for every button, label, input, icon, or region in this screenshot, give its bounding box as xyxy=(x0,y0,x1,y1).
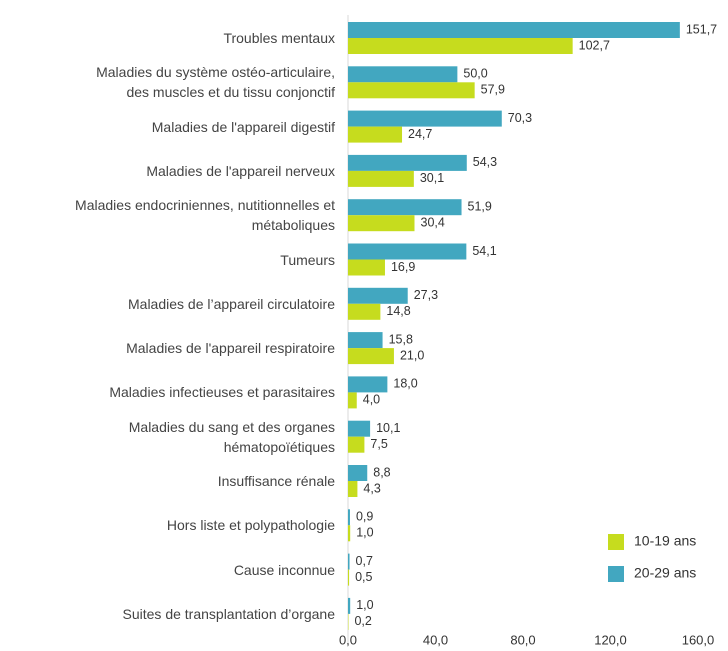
value-label: 18,0 xyxy=(393,377,417,391)
bar xyxy=(348,465,368,481)
x-tick-label: 40,0 xyxy=(423,632,448,647)
bar xyxy=(348,199,462,216)
value-label: 102,7 xyxy=(579,38,610,52)
category-label: Maladies du sang et des organes hématopo… xyxy=(128,418,335,455)
value-label: 0,9 xyxy=(356,510,373,524)
bar xyxy=(348,332,383,349)
bar xyxy=(348,82,475,99)
legend-swatch xyxy=(608,566,624,582)
value-label: 10,1 xyxy=(376,421,400,435)
category-label: Maladies infectieuses et parasitaires xyxy=(109,384,335,401)
value-label: 15,8 xyxy=(389,332,413,346)
category-label: Insuffisance rénale xyxy=(217,473,335,489)
bar xyxy=(348,481,358,497)
value-label: 30,4 xyxy=(421,215,445,229)
category-label: Cause inconnue xyxy=(233,561,335,578)
bar xyxy=(348,303,381,320)
category-label: Tumeurs xyxy=(280,251,335,268)
x-tick-label: 120,0 xyxy=(594,632,627,647)
value-label: 151,7 xyxy=(686,22,717,36)
bar xyxy=(348,243,467,260)
category-label: Troubles mentaux xyxy=(223,30,335,46)
value-label: 0,7 xyxy=(356,554,373,568)
category-label: Maladies du système ostéo-articulaire, d… xyxy=(96,64,335,101)
value-label: 4,0 xyxy=(363,393,380,407)
value-label: 30,1 xyxy=(420,171,444,185)
value-label: 21,0 xyxy=(400,348,424,362)
bar xyxy=(348,569,350,586)
bar xyxy=(348,38,573,54)
value-label: 57,9 xyxy=(481,83,505,97)
bar xyxy=(348,509,350,526)
legend-swatch xyxy=(608,534,624,550)
value-label: 70,3 xyxy=(508,111,532,125)
x-tick-label: 160,0 xyxy=(682,632,715,647)
value-label: 54,1 xyxy=(472,244,496,258)
x-tick-label: 0,0 xyxy=(339,632,357,647)
value-label: 0,2 xyxy=(354,614,371,628)
bar xyxy=(348,525,351,542)
value-label: 1,0 xyxy=(356,598,373,612)
category-label: Maladies de l'appareil nerveux xyxy=(146,162,335,179)
bar xyxy=(348,376,388,393)
bar xyxy=(348,420,371,437)
bar xyxy=(348,154,467,171)
bar xyxy=(348,348,394,365)
value-label: 14,8 xyxy=(386,304,410,318)
value-label: 54,3 xyxy=(473,155,497,169)
bar xyxy=(348,436,365,453)
bar xyxy=(348,392,357,409)
bar xyxy=(348,170,414,187)
category-label: Suites de transplantation d’organe xyxy=(122,605,335,622)
category-label: Maladies de l'appareil digestif xyxy=(151,118,335,135)
value-label: 27,3 xyxy=(414,288,438,302)
value-label: 51,9 xyxy=(468,199,492,213)
bar xyxy=(348,553,350,570)
bar xyxy=(348,126,403,143)
bar xyxy=(348,22,680,38)
value-label: 4,3 xyxy=(363,481,380,495)
bar xyxy=(348,597,351,614)
bar xyxy=(348,110,502,127)
legend-label: 20-29 ans xyxy=(634,565,696,581)
bar xyxy=(348,287,408,304)
bar xyxy=(348,259,385,276)
x-tick-label: 80,0 xyxy=(510,632,535,647)
bar xyxy=(348,215,415,232)
category-label: Maladies de l’appareil circulatoire xyxy=(128,295,335,312)
value-label: 16,9 xyxy=(391,260,415,274)
category-label: Hors liste et polypathologie xyxy=(166,517,335,534)
category-label: Maladies endocriniennes, nutitionnelles … xyxy=(75,197,335,234)
bar xyxy=(348,66,458,83)
value-label: 50,0 xyxy=(463,67,487,81)
value-label: 24,7 xyxy=(408,127,432,141)
legend-label: 10-19 ans xyxy=(634,533,696,549)
value-label: 0,5 xyxy=(355,570,372,584)
category-label: Maladies de l'appareil respiratoire xyxy=(126,340,335,357)
value-label: 8,8 xyxy=(373,465,390,479)
value-label: 7,5 xyxy=(370,437,387,451)
value-label: 1,0 xyxy=(356,526,373,540)
